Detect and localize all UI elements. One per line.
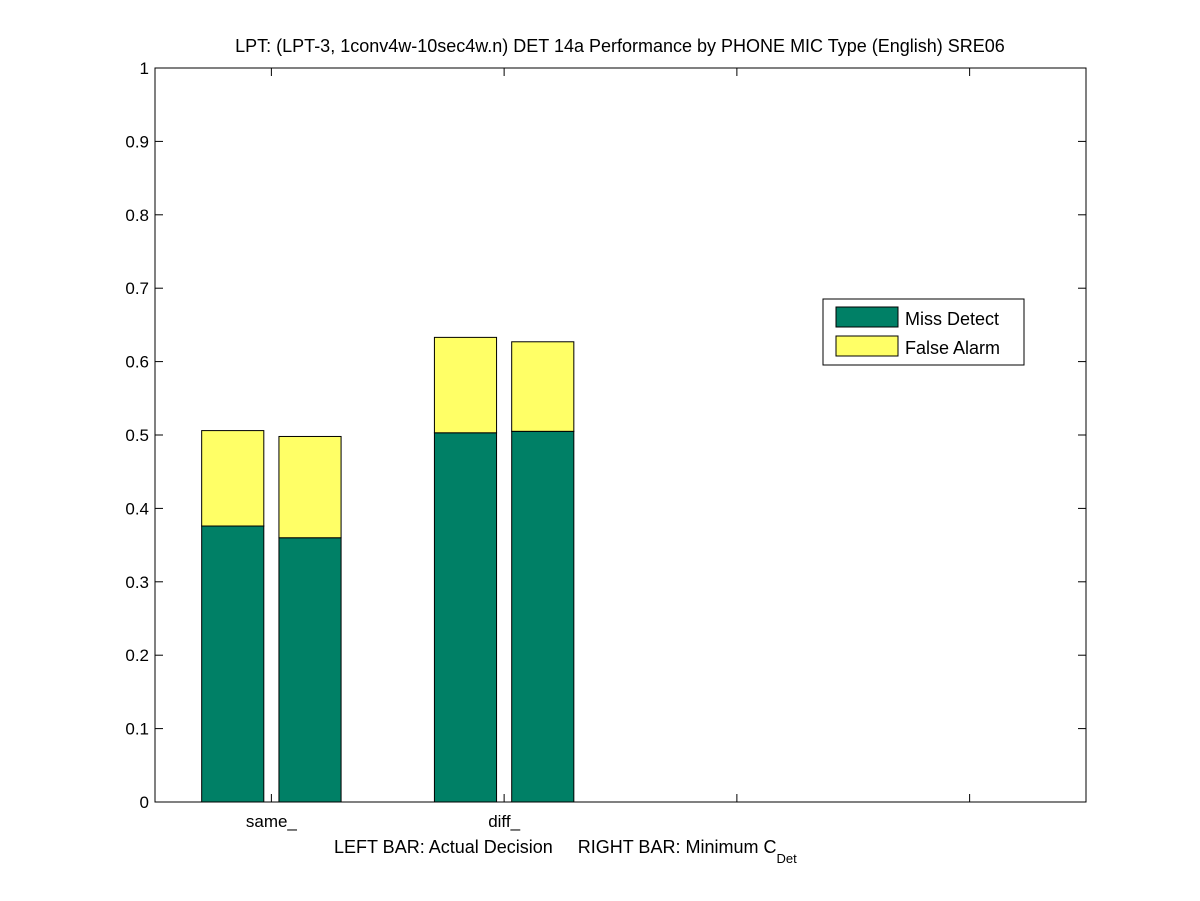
x-axis-label-main: LEFT BAR: Actual Decision RIGHT BAR: Min…	[334, 837, 776, 857]
x-tick-label: same_	[246, 812, 298, 831]
y-tick-label: 0.1	[125, 720, 149, 739]
legend-swatch-false-alarm	[835, 335, 899, 357]
y-tick-label: 1	[140, 59, 149, 78]
bar-false-alarm	[278, 435, 342, 539]
x-tick-label: diff_	[488, 812, 520, 831]
x-axis-label: LEFT BAR: Actual Decision RIGHT BAR: Min…	[334, 837, 797, 866]
bar-false-alarm	[201, 430, 265, 527]
y-tick-label: 0.9	[125, 132, 149, 151]
bar-miss-detect	[278, 537, 342, 803]
y-tick-label: 0.2	[125, 646, 149, 665]
y-tick-label: 0	[140, 793, 149, 812]
chart-title: LPT: (LPT-3, 1conv4w-10sec4w.n) DET 14a …	[235, 36, 1005, 56]
y-tick-label: 0.5	[125, 426, 149, 445]
y-tick-label: 0.6	[125, 353, 149, 372]
y-tick-label: 0.8	[125, 206, 149, 225]
legend: Miss Detect False Alarm	[822, 298, 1025, 366]
plot-frame	[154, 67, 1087, 803]
plot-area: 0 0.1 0.2 0.3 0.4 0.5 0.6 0.7 0.8 0.9 1 same_ diff_	[125, 59, 1086, 831]
y-tick-label: 0.4	[125, 499, 149, 518]
y-tick-label: 0.3	[125, 573, 149, 592]
bar-miss-detect	[511, 430, 575, 803]
legend-label-false-alarm: False Alarm	[905, 338, 1000, 358]
bar-miss-detect	[433, 432, 498, 803]
legend-swatch-miss-detect	[835, 306, 899, 328]
x-axis-label-subscript: Det	[776, 851, 797, 866]
bar-false-alarm	[433, 336, 498, 434]
y-tick-label: 0.7	[125, 279, 149, 298]
legend-label-miss-detect: Miss Detect	[905, 309, 999, 329]
bar-miss-detect	[201, 525, 265, 803]
bar-false-alarm	[511, 341, 575, 432]
